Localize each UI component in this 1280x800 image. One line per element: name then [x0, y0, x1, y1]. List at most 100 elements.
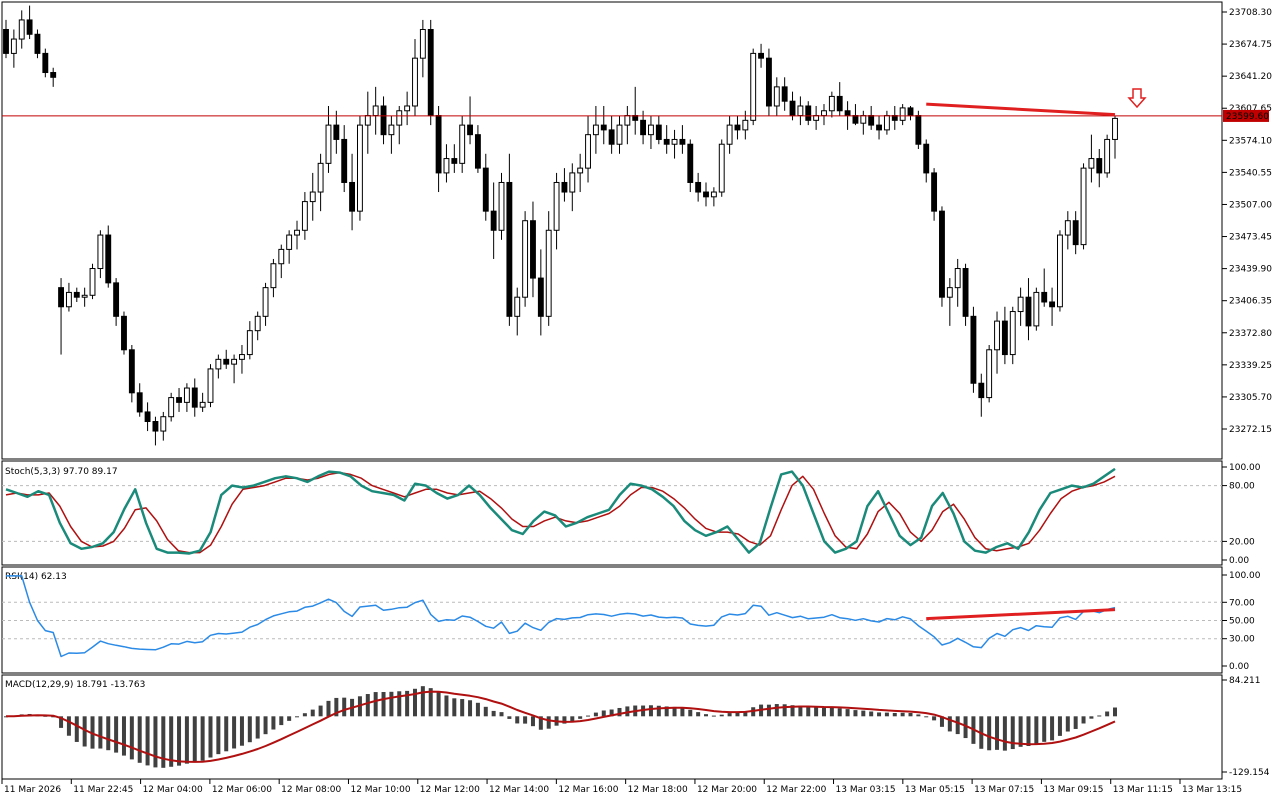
price-tick-label: 23641.20 [1229, 72, 1272, 82]
macd-histogram-bar [735, 712, 740, 717]
candle-bearish [978, 382, 985, 399]
level-label: 84.211 [1229, 676, 1261, 686]
macd-histogram-bar [184, 716, 189, 764]
macd-histogram-bar [1042, 716, 1047, 742]
macd-histogram-bar [318, 705, 323, 717]
level-label: 100.00 [1229, 463, 1261, 473]
candle-bearish [42, 52, 49, 74]
macd-histogram-bar [1050, 716, 1055, 741]
time-tick-label: 13 Mar 07:15 [974, 785, 1034, 795]
time-tick-label: 12 Mar 18:00 [628, 785, 688, 795]
time-tick-label: 13 Mar 03:15 [836, 785, 896, 795]
macd-histogram-bar [578, 716, 583, 719]
time-tick-label: 12 Mar 08:00 [281, 785, 341, 795]
price-tick-label: 23574.10 [1229, 136, 1272, 146]
macd-histogram-bar [869, 711, 874, 717]
macd-histogram-bar [507, 716, 512, 719]
candle-bearish [695, 181, 702, 193]
macd-histogram-bar [342, 697, 347, 717]
macd-histogram-bar [1057, 716, 1062, 736]
candle-bearish [687, 143, 694, 183]
macd-histogram-bar [900, 712, 905, 717]
macd-histogram-bar [468, 700, 473, 717]
hollow-down-arrow-icon [1127, 88, 1147, 109]
stoch-levels: 100.00 80.00 20.00 0.00 [2, 463, 1261, 566]
time-tick-label: 11 Mar 22:45 [73, 785, 133, 795]
candle-bullish [797, 105, 804, 117]
level-label: 20.00 [1229, 537, 1255, 547]
price-tick-label: 23305.70 [1229, 393, 1272, 403]
macd-histogram-bar [177, 716, 182, 766]
level-label: 30.00 [1229, 635, 1255, 645]
candle-bearish [26, 19, 33, 35]
candle-bearish [1001, 320, 1008, 356]
macd-histogram-bar [853, 710, 858, 717]
candle-bearish [1041, 291, 1048, 303]
price-tick-label: 23674.75 [1229, 40, 1272, 50]
candle-bullish [1033, 291, 1040, 327]
candle-bearish [962, 268, 969, 317]
stoch-lines [5, 467, 1116, 555]
macd-histogram-bar [255, 716, 260, 739]
macd-histogram-bar [436, 692, 441, 717]
candle-bullish [1080, 167, 1087, 246]
macd-histogram-bar [499, 712, 504, 717]
macd-histogram-bar [774, 704, 779, 717]
macd-histogram-bar [106, 716, 111, 751]
candle-bearish [380, 105, 387, 136]
macd-histogram-bar [491, 710, 496, 717]
macd-histogram-bar [704, 714, 709, 717]
candle-bullish [899, 107, 906, 121]
price-tick-label: 23406.35 [1229, 297, 1272, 307]
candle-bullish [199, 401, 206, 408]
candle-bearish [923, 143, 930, 174]
macd-histogram-bar [727, 713, 732, 717]
macd-histogram-bar [129, 716, 134, 760]
macd-histogram-bar [412, 688, 417, 717]
candle-bullish [419, 28, 426, 59]
macd-histogram-bar [302, 713, 307, 717]
candle-bullish [388, 124, 395, 136]
macd-histogram-bar [609, 709, 614, 717]
macd-histogram-bar [420, 686, 425, 717]
candle-bullish [262, 287, 269, 317]
macd-histogram-bar [908, 712, 913, 717]
candle-bearish [703, 191, 709, 198]
candle-bearish [128, 349, 135, 394]
level-label: 70.00 [1229, 598, 1255, 608]
macd-histogram-bar [963, 716, 968, 739]
candle-bearish [655, 124, 662, 140]
candle-bullish [821, 110, 827, 117]
candle-bullish [65, 291, 72, 308]
macd-histogram-bar [523, 716, 528, 724]
candle-bearish [58, 287, 64, 308]
candle-bearish [136, 392, 143, 413]
price-divergence-line [926, 102, 1116, 117]
time-tick-label: 12 Mar 04:00 [143, 785, 203, 795]
main-price-panel[interactable] [1, 1, 1223, 460]
macd-histogram-bar [1034, 716, 1039, 744]
macd-histogram-bar [1010, 716, 1015, 750]
macd-histogram-bar [987, 716, 992, 751]
time-tick-label: 13 Mar 09:15 [1043, 785, 1103, 795]
macd-histogram-bar [892, 712, 897, 717]
candle-bearish [333, 124, 340, 140]
macd-histogram-bar [1073, 716, 1078, 729]
candle-bearish [435, 115, 442, 174]
price-tick-label: 23473.45 [1229, 233, 1272, 243]
macd-histogram-bar [208, 716, 213, 758]
time-tick-label: 12 Mar 16:00 [558, 785, 618, 795]
time-tick-label: 12 Mar 22:00 [766, 785, 826, 795]
candle-bullish [946, 287, 953, 298]
macd-histogram-bar [861, 710, 866, 717]
candle-bearish [176, 397, 182, 403]
candle-bearish [223, 358, 230, 365]
candle-bearish [530, 220, 536, 279]
macd-histogram-bar [1105, 711, 1110, 717]
macd-histogram-bar [279, 716, 284, 726]
candle-bearish [152, 420, 159, 432]
current-price-tag [1223, 109, 1269, 122]
candles-layer [3, 5, 1118, 446]
candle-bullish [356, 124, 363, 212]
candle-bearish [113, 282, 120, 317]
